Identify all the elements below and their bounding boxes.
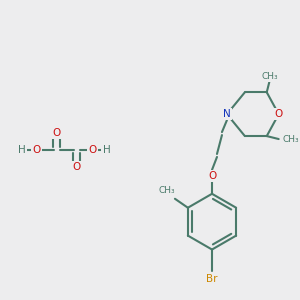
Text: H: H bbox=[18, 145, 26, 155]
Text: O: O bbox=[33, 145, 41, 155]
Text: CH₃: CH₃ bbox=[261, 72, 278, 81]
Text: O: O bbox=[208, 171, 216, 181]
Text: O: O bbox=[73, 162, 81, 172]
Text: Br: Br bbox=[206, 274, 218, 284]
Text: O: O bbox=[274, 109, 283, 119]
Text: CH₃: CH₃ bbox=[159, 186, 175, 195]
Text: CH₃: CH₃ bbox=[282, 135, 299, 144]
Text: O: O bbox=[52, 128, 61, 138]
Text: N: N bbox=[223, 109, 231, 119]
Text: O: O bbox=[88, 145, 97, 155]
Text: H: H bbox=[103, 145, 110, 155]
